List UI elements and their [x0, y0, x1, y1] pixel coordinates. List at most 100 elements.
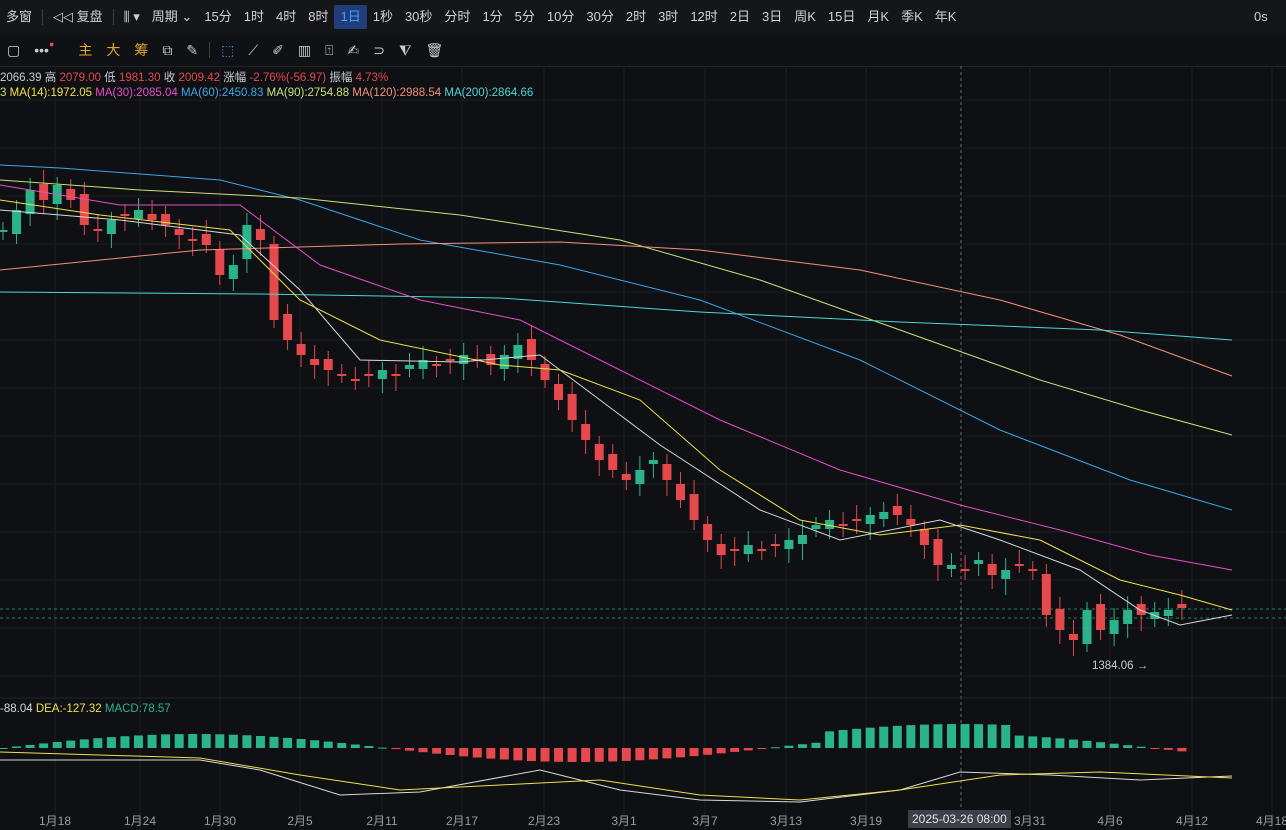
candlestick-icon: ⫼ ▾ [123, 9, 140, 24]
period-15d[interactable]: 15日 [827, 9, 856, 24]
macd-bar [689, 748, 699, 757]
candlestick-chart[interactable] [0, 66, 1286, 830]
x-tick-label: 3月1 [611, 814, 637, 828]
period-1h[interactable]: 1时 [243, 9, 265, 24]
period-4h[interactable]: 4时 [276, 9, 297, 24]
low-label: 低 [104, 72, 116, 84]
macd-bar [52, 741, 62, 748]
compare-icon[interactable]: ⧉ [162, 42, 173, 58]
crosshair-date-label: 2025-03-26 08:00 [908, 810, 1011, 828]
more-icon[interactable]: ••• ● [34, 39, 55, 58]
candle-body [1136, 604, 1146, 615]
macd-bar [852, 728, 862, 748]
candle-body [838, 524, 848, 526]
settings-tool-icon[interactable]: ✎ [186, 42, 199, 58]
macd-bar [540, 748, 550, 762]
period-3h[interactable]: 3时 [658, 9, 679, 24]
period-30s[interactable]: 30秒 [404, 9, 433, 24]
candle-body [432, 364, 442, 366]
period-quarter[interactable]: 季K [901, 9, 923, 24]
candle-body [499, 355, 509, 369]
ma30-line [0, 184, 1233, 571]
macd-bar [25, 744, 35, 748]
trash-icon[interactable]: 🗑 [425, 42, 444, 58]
candle-body [201, 234, 211, 245]
candle-body [337, 374, 347, 376]
period-3d[interactable]: 3日 [762, 9, 783, 24]
candle-body [255, 229, 265, 240]
macd-bar [1028, 736, 1038, 748]
chip-button[interactable]: 筹 [134, 42, 149, 58]
candle-body [987, 564, 997, 575]
candle-body [283, 314, 293, 340]
macd-bar [296, 739, 306, 748]
macd-bar [906, 725, 916, 748]
macd-bar [933, 724, 943, 748]
candle-body [391, 374, 401, 376]
period-2h[interactable]: 2时 [625, 9, 647, 24]
candle-body [174, 229, 184, 235]
candle-body [594, 444, 604, 460]
x-tick-label: 1月30 [203, 814, 237, 828]
cursor-icon[interactable]: ⬚ [221, 42, 235, 58]
magnet-icon[interactable]: ⊃ [373, 42, 386, 58]
period-10m[interactable]: 10分 [546, 9, 575, 24]
macd-bar [0, 748, 8, 749]
indicator-icon[interactable]: ▥ [297, 42, 312, 58]
period-15m[interactable]: 15分 [204, 9, 232, 24]
macd-bar [228, 734, 238, 748]
macd-bar [811, 742, 821, 748]
candle-body [364, 374, 374, 376]
period-1d[interactable]: 1日 [334, 5, 367, 29]
note-icon[interactable]: ✍ [347, 42, 360, 58]
candle-body [1001, 570, 1011, 579]
pen-icon[interactable]: ✐ [272, 42, 284, 58]
period-timeshare[interactable]: 分时 [444, 9, 471, 24]
candle-body [526, 339, 536, 360]
candle-body [865, 515, 875, 524]
macd-bar [350, 744, 360, 748]
macd-bar [825, 731, 835, 748]
period-5m[interactable]: 5分 [514, 9, 535, 24]
period-1s[interactable]: 1秒 [372, 9, 393, 24]
macd-bar [106, 737, 116, 748]
macd-bar [1001, 724, 1011, 748]
layout-icon[interactable]: ▢ [7, 42, 21, 58]
macd-bar [486, 748, 496, 759]
macd-bar [499, 748, 509, 760]
big-order-button[interactable]: 大 [106, 42, 121, 58]
ma-legend: 3 MA(14):1972.05 MA(30):2085.04 MA(60):2… [0, 87, 533, 99]
main-indicator-button[interactable]: 主 [78, 42, 93, 58]
macd-bar [174, 734, 184, 748]
macd-bar [892, 725, 902, 748]
low-value: 1981.30 [118, 72, 161, 84]
period-year[interactable]: 年K [934, 9, 957, 24]
ruler-icon[interactable]: ⟋ [248, 42, 259, 58]
candle-body [730, 549, 740, 551]
candle-body [405, 365, 414, 369]
macd-label: MACD:78.57 [104, 703, 171, 715]
candle-body [215, 249, 225, 275]
filter-icon[interactable]: ⧨ [399, 42, 412, 58]
ma120-label: MA(120):2988.54 [352, 87, 442, 99]
chart-type-button[interactable]: ⫼ ▾ [118, 5, 146, 29]
period-8h[interactable]: 8时 [308, 9, 329, 24]
macd-bar [161, 734, 171, 748]
period-month[interactable]: 月K [867, 9, 890, 24]
x-tick-label: 2月17 [445, 814, 479, 828]
period-week[interactable]: 周K [794, 9, 816, 24]
period-12h[interactable]: 12时 [690, 9, 718, 24]
multi-window-button[interactable]: 多窗 [6, 9, 33, 24]
macd-bar [188, 734, 198, 748]
amplitude-label: 振幅 [329, 72, 353, 84]
period-1m[interactable]: 1分 [482, 9, 503, 24]
period-2d[interactable]: 2日 [729, 9, 751, 24]
macd-bar [879, 726, 889, 748]
alert-icon[interactable]: ⍐ [325, 42, 334, 58]
replay-button[interactable]: ◁◁ 复盘 [47, 5, 109, 29]
candle-body [757, 549, 767, 551]
period-dropdown[interactable]: 周期 ⌄ [146, 5, 199, 29]
macd-bar [147, 734, 157, 748]
period-30m[interactable]: 30分 [586, 9, 614, 24]
candle-body [703, 524, 713, 540]
